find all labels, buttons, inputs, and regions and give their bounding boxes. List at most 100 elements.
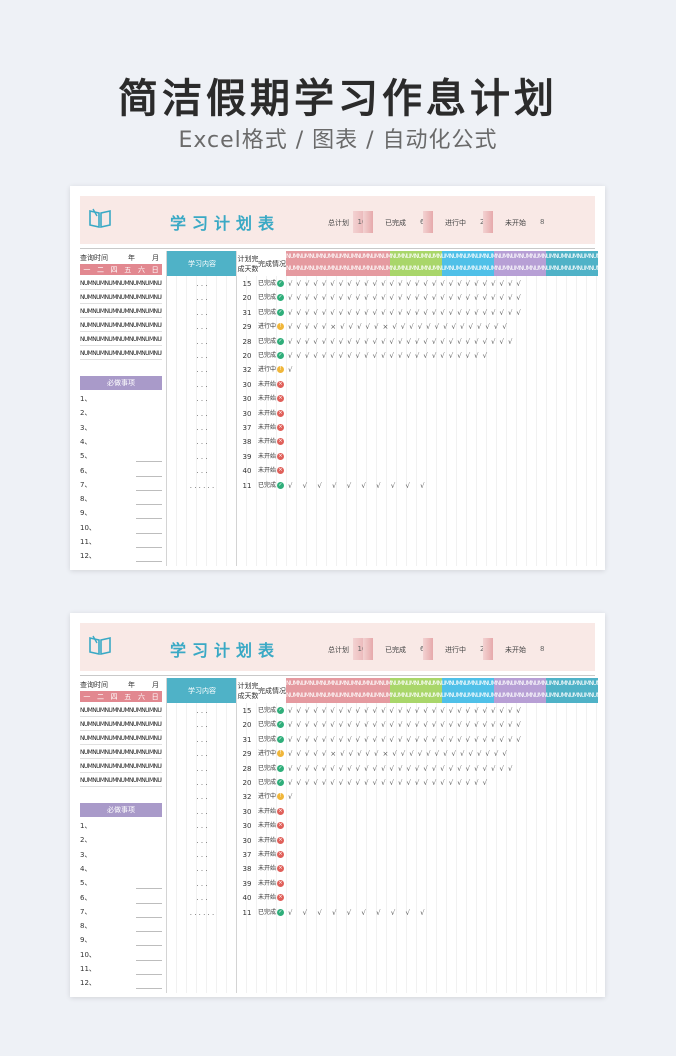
status-done-icon: ✓	[277, 779, 285, 786]
stat-swatch	[483, 638, 493, 660]
row-content[interactable]: . . .	[196, 836, 208, 845]
col-content-header: 学习内容	[167, 678, 237, 703]
must-do-line	[136, 504, 162, 506]
row-content[interactable]: . . .	[196, 822, 208, 831]
must-do-header: 必做事项	[80, 803, 162, 817]
stat-swatch	[483, 211, 493, 233]
must-do-item[interactable]: 2、	[80, 836, 92, 845]
must-do-item[interactable]: 9、	[80, 936, 92, 945]
row-days: 15	[242, 707, 252, 715]
stat-label: 已完成	[385, 646, 406, 654]
row-content[interactable]: . . .	[196, 707, 208, 715]
plan-title: 学习计划表	[170, 641, 281, 660]
row-checks	[288, 450, 598, 464]
date-header-row: NUMNUMNUMNUMNUMNUMNUMNUMNUMNUMNUMNUMNUMN…	[286, 680, 598, 687]
row-content[interactable]: . . .	[196, 308, 208, 317]
stat-value: 6	[420, 218, 424, 226]
row-checks: √√√√√×√√√√√×√√√√√√√√√√√√√√	[288, 323, 511, 332]
row-days: 30	[242, 409, 252, 418]
must-do-item[interactable]: 3、	[80, 850, 92, 859]
row-content[interactable]: . . .	[196, 352, 208, 360]
must-do-item[interactable]: 6、	[80, 893, 92, 902]
stat-swatch	[423, 211, 433, 233]
must-do-item[interactable]: 1、	[80, 822, 92, 830]
status-prog-icon: !	[277, 793, 285, 801]
must-do-item[interactable]: 4、	[80, 864, 92, 873]
row-content[interactable]: . . .	[196, 294, 208, 303]
row-content[interactable]: . . .	[196, 735, 208, 744]
must-do-item[interactable]: 11、	[80, 538, 96, 546]
row-days: 37	[242, 851, 252, 859]
must-do-item[interactable]: 5、	[80, 452, 92, 461]
must-do-item[interactable]: 11、	[80, 965, 96, 973]
must-do-item[interactable]: 5、	[80, 879, 92, 888]
row-status: 未开始 ×	[258, 848, 286, 862]
must-do-item[interactable]: 7、	[80, 480, 92, 489]
must-do-item[interactable]: 10、	[80, 950, 96, 959]
row-status: 未开始 ×	[258, 805, 286, 819]
row-content[interactable]: . . .	[196, 438, 208, 447]
row-content[interactable]: . . . . . .	[189, 481, 215, 490]
row-status: 已完成 ✓	[258, 704, 286, 718]
status-text: 未开始	[258, 894, 277, 902]
row-content[interactable]: . . . . . .	[189, 908, 215, 917]
date-header-row: NUMNUMNUMNUMNUMNUMNUMNUMNUMNUMNUMNUMNUMN…	[286, 265, 598, 272]
row-checks: √√√√√√√√√√√√√√√√√√√√√√√√√√√√	[288, 280, 525, 288]
must-do-item[interactable]: 2、	[80, 409, 92, 418]
row-status: 未开始 ×	[258, 378, 286, 392]
must-do-item[interactable]: 4、	[80, 437, 92, 446]
row-status: 未开始 ×	[258, 862, 286, 876]
must-do-item[interactable]: 8、	[80, 922, 92, 931]
row-content[interactable]: . . .	[196, 851, 208, 859]
row-content[interactable]: . . .	[196, 865, 208, 874]
row-content[interactable]: . . .	[196, 280, 208, 288]
row-content[interactable]: . . .	[196, 894, 208, 903]
row-content[interactable]: . . .	[196, 409, 208, 418]
status-text: 已完成	[258, 352, 277, 359]
row-content[interactable]: . . .	[196, 337, 208, 346]
row-content[interactable]: . . .	[196, 793, 208, 802]
must-do-line	[136, 916, 162, 918]
weekday-label: 四	[110, 692, 118, 701]
row-content[interactable]: . . .	[196, 424, 208, 432]
must-do-line	[136, 561, 162, 563]
must-do-item[interactable]: 1、	[80, 395, 92, 403]
must-do-line	[136, 475, 162, 477]
date-header-band	[546, 678, 598, 703]
row-content[interactable]: . . .	[196, 452, 208, 461]
row-checks: √ √ √ √ √ √ √ √ √ √	[288, 908, 429, 917]
row-content[interactable]: . . .	[196, 366, 208, 375]
must-do-item[interactable]: 12、	[80, 979, 96, 988]
must-do-item[interactable]: 9、	[80, 509, 92, 518]
status-text: 已完成	[258, 908, 277, 916]
row-content[interactable]: . . .	[196, 395, 208, 404]
must-do-item[interactable]: 7、	[80, 907, 92, 916]
book-icon	[89, 208, 111, 228]
must-do-item[interactable]: 10、	[80, 523, 96, 532]
row-days: 20	[242, 721, 252, 730]
row-content[interactable]: . . .	[196, 764, 208, 773]
row-days: 20	[242, 352, 252, 360]
status-prog-icon: !	[277, 323, 285, 331]
row-content[interactable]: . . .	[196, 807, 208, 816]
column-divider	[236, 251, 237, 566]
row-content[interactable]: . . .	[196, 750, 208, 759]
row-content[interactable]: . . .	[196, 323, 208, 332]
must-do-item[interactable]: 3、	[80, 423, 92, 432]
row-checks	[288, 464, 598, 478]
must-do-item[interactable]: 6、	[80, 466, 92, 475]
row-content[interactable]: . . .	[196, 879, 208, 888]
stat-swatch	[423, 638, 433, 660]
year-label: 年	[128, 681, 135, 689]
row-checks: √ √ √ √ √ √ √ √ √ √	[288, 481, 429, 490]
status-text: 已完成	[258, 779, 277, 786]
row-content[interactable]: . . .	[196, 380, 208, 389]
must-do-item[interactable]: 12、	[80, 552, 96, 561]
must-do-header: 必做事项	[80, 376, 162, 390]
row-content[interactable]: . . .	[196, 721, 208, 730]
row-content[interactable]: . . .	[196, 467, 208, 476]
row-content[interactable]: . . .	[196, 779, 208, 787]
date-header-row: NUMNUMNUMNUMNUMNUMNUMNUMNUMNUMNUMNUMNUMN…	[286, 253, 598, 260]
status-todo-icon: ×	[277, 438, 285, 446]
must-do-item[interactable]: 8、	[80, 495, 92, 504]
